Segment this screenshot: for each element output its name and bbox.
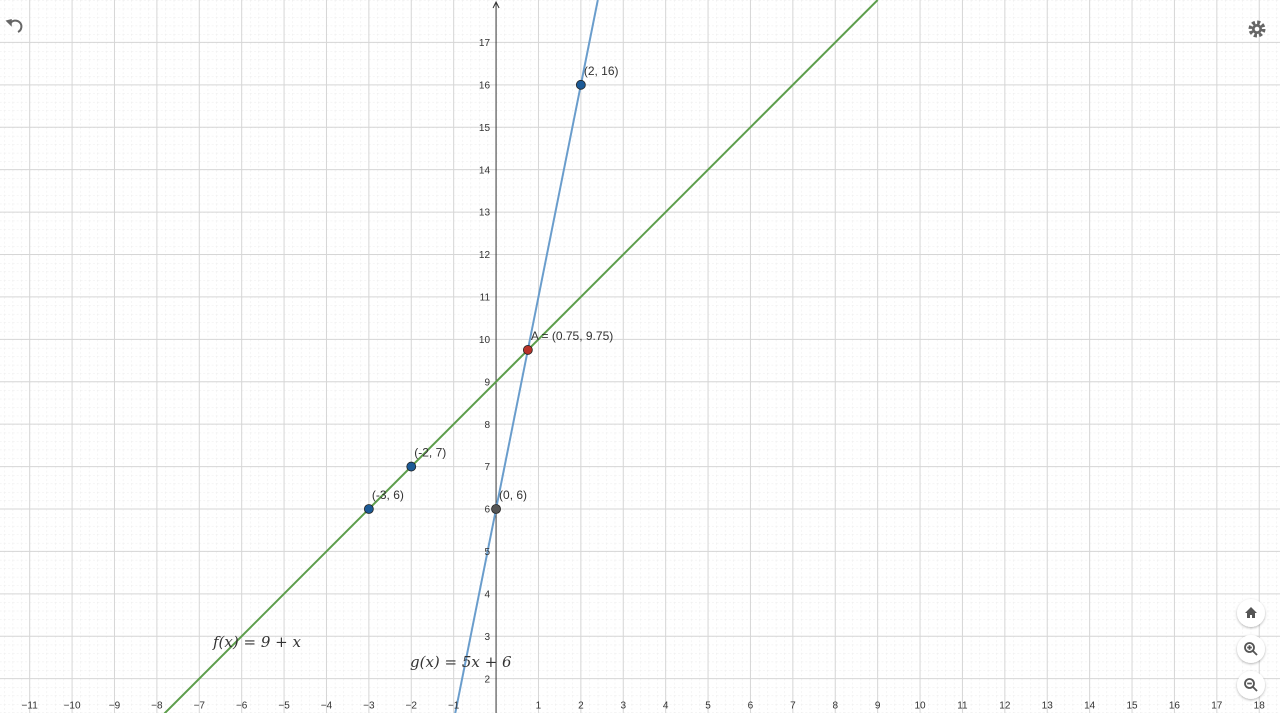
y-tick-label: 9 <box>484 377 490 388</box>
y-tick-label: 13 <box>479 208 491 219</box>
settings-button[interactable] <box>1248 20 1266 38</box>
function-label: g(x) = 5x + 6 <box>410 653 512 671</box>
y-tick-label: 4 <box>484 589 490 600</box>
x-tick-label: 8 <box>832 701 838 712</box>
x-tick-label: −3 <box>363 701 375 712</box>
y-tick-label: 12 <box>479 250 491 261</box>
x-tick-label: 5 <box>705 701 711 712</box>
x-tick-label: −11 <box>22 701 39 712</box>
y-axis-arrow <box>492 0 500 9</box>
x-tick-label: 4 <box>663 701 669 712</box>
x-tick-label: 2 <box>578 701 584 712</box>
x-tick-label: 14 <box>1084 701 1096 712</box>
x-tick-label: −9 <box>109 701 121 712</box>
x-tick-label: 11 <box>957 701 968 712</box>
point-label: (-3, 6) <box>372 488 404 502</box>
y-tick-label: 14 <box>479 165 491 176</box>
x-tick-label: 18 <box>1254 701 1266 712</box>
x-tick-label: −7 <box>194 701 206 712</box>
x-tick-label: 12 <box>999 701 1011 712</box>
x-tick-label: −2 <box>406 701 418 712</box>
y-tick-label: 7 <box>484 462 490 473</box>
y-tick-label: 11 <box>480 293 491 304</box>
function-label: f(x) = 9 + x <box>212 633 301 651</box>
home-button[interactable] <box>1237 599 1265 627</box>
undo-button[interactable] <box>5 19 23 33</box>
zoom-in-button[interactable] <box>1237 635 1265 663</box>
x-tick-label: 7 <box>790 701 796 712</box>
y-tick-label: 5 <box>484 547 490 558</box>
function-line <box>454 0 599 713</box>
x-tick-label: −5 <box>278 701 290 712</box>
point-label: A = (0.75, 9.75) <box>531 329 613 343</box>
x-tick-label: 13 <box>1042 701 1054 712</box>
function-line <box>163 0 879 713</box>
x-tick-label: 3 <box>620 701 626 712</box>
point <box>491 504 501 514</box>
x-tick-label: 16 <box>1169 701 1181 712</box>
x-tick-label: 9 <box>875 701 881 712</box>
point-label: (-2, 7) <box>414 446 446 460</box>
point <box>575 79 586 90</box>
point-label: (0, 6) <box>499 488 527 502</box>
point <box>522 345 533 355</box>
zoom-out-button[interactable] <box>1237 671 1265 699</box>
y-tick-label: 16 <box>479 80 491 91</box>
x-tick-label: 15 <box>1126 701 1138 712</box>
y-tick-label: 3 <box>484 632 490 643</box>
labels: −11 −10 −9 −8 −7 −6 −5 −4 −3 −2 −1 1 2 3 4 5 6 7 8 9 10 11 12 1… <box>22 38 1266 712</box>
x-tick-label: 1 <box>536 701 542 712</box>
x-tick-label: −1 <box>448 701 460 712</box>
x-tick-label: −4 <box>321 701 333 712</box>
y-tick-label: 15 <box>479 123 491 134</box>
point-label: (2, 16) <box>584 64 619 78</box>
x-tick-label: −10 <box>64 701 81 712</box>
x-tick-label: 10 <box>914 701 926 712</box>
point <box>363 504 374 514</box>
x-tick-label: −6 <box>236 701 248 712</box>
y-tick-label: 8 <box>484 420 490 431</box>
x-tick-label: −8 <box>151 701 163 712</box>
y-tick-label: 17 <box>479 38 491 49</box>
x-tick-label: 17 <box>1211 701 1223 712</box>
x-tick-label: 6 <box>748 701 754 712</box>
point <box>406 461 417 472</box>
plot <box>163 0 879 713</box>
y-tick-label: 2 <box>484 674 490 685</box>
y-tick-label: 6 <box>484 505 490 516</box>
y-tick-label: 10 <box>479 335 491 346</box>
